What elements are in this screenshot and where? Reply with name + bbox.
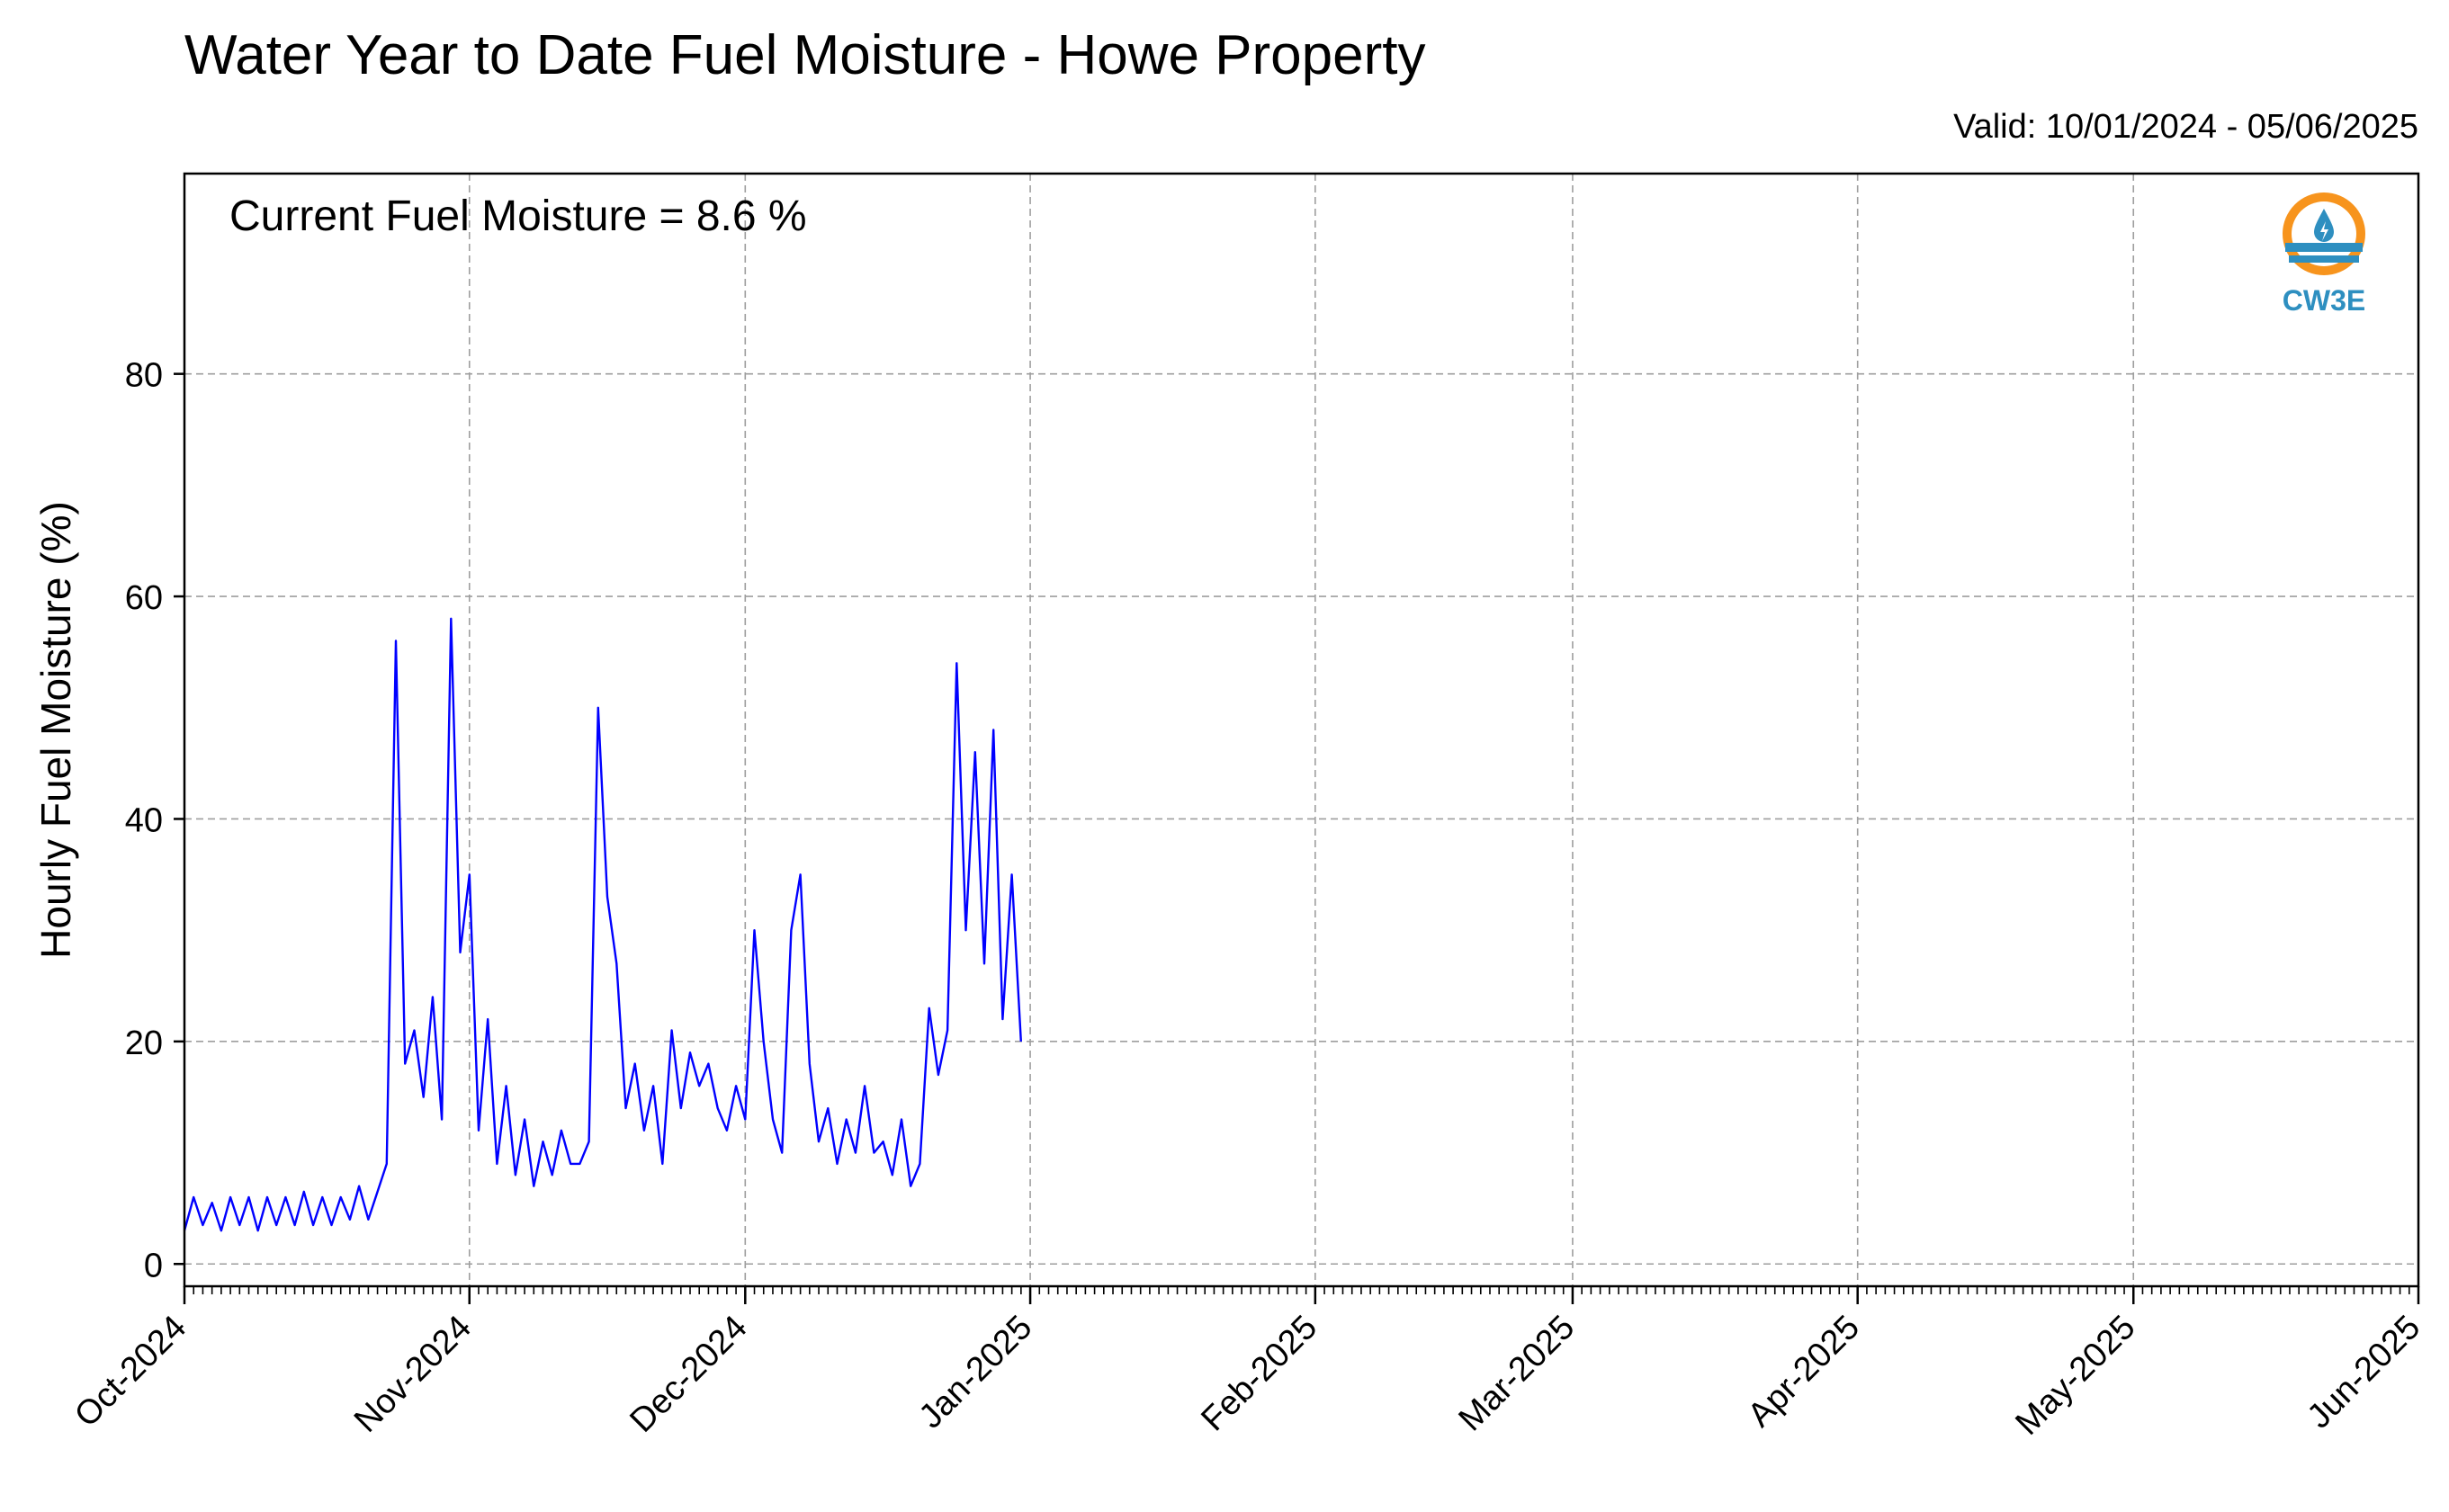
y-tick-label: 60 (125, 579, 163, 617)
cw3e-logo: CW3E (2274, 189, 2382, 324)
fuel-moisture-line (183, 617, 1022, 1232)
y-tick-label: 0 (144, 1247, 163, 1284)
x-tick-label: Jan-2025 (912, 1309, 1040, 1436)
current-fuel-moisture-annotation: Current Fuel Moisture = 8.6 % (229, 192, 807, 240)
x-tick-label: Apr-2025 (1741, 1309, 1867, 1435)
x-tick-label: Jun-2025 (2301, 1309, 2428, 1436)
axes: 0 20 40 60 80 Oct-2024 Nov-2024 Dec-2024 Jan-202… (67, 357, 2427, 1443)
grid (184, 174, 2418, 1286)
x-tick-label: May-2025 (2008, 1309, 2142, 1443)
chart-title: Water Year to Date Fuel Moisture - Howe … (184, 24, 1426, 86)
x-tick-label: Nov-2024 (347, 1309, 479, 1440)
x-tick-label: Oct-2024 (67, 1309, 193, 1435)
x-tick-label: Feb-2025 (1194, 1309, 1324, 1439)
cw3e-logo-text: CW3E (2283, 284, 2365, 317)
valid-date-range: Valid: 10/01/2024 - 05/06/2025 (1953, 108, 2418, 146)
plot-frame (183, 172, 2420, 1288)
x-tick-label: Dec-2024 (623, 1309, 754, 1440)
y-tick-label: 20 (125, 1024, 163, 1062)
y-axis-label: Hourly Fuel Moisture (%) (32, 501, 79, 959)
y-tick-label: 40 (125, 801, 163, 839)
y-tick-label: 80 (125, 357, 163, 395)
x-tick-label: Mar-2025 (1452, 1309, 1583, 1439)
